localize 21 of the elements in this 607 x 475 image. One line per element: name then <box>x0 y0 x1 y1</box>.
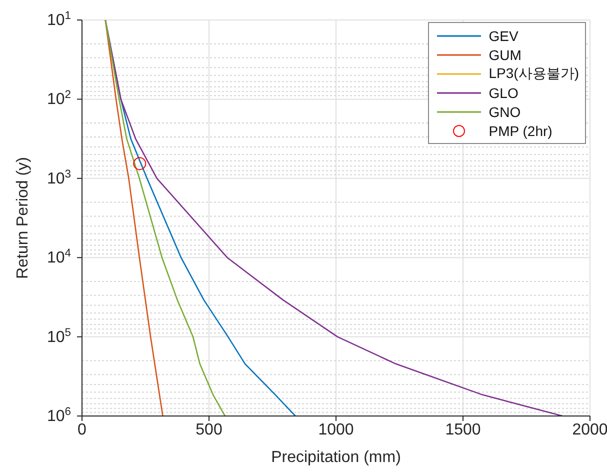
x-tick-label: 1500 <box>445 421 481 438</box>
x-tick-label: 1000 <box>318 421 354 438</box>
legend-label: GEV <box>488 28 518 44</box>
legend-label: GLO <box>488 84 518 100</box>
y-tick-label: 10$^{1}$ <box>46 10 71 29</box>
line-series <box>104 20 164 416</box>
y-tick-label: 10$^{2}$ <box>46 89 71 108</box>
y-tick-label: 10$^{5}$ <box>46 326 71 346</box>
legend-label: LP3(사용불가) <box>488 64 579 82</box>
x-tick-label: 0 <box>78 421 87 438</box>
legend-label: GNO <box>488 104 521 120</box>
y-tick-label: 10$^{6}$ <box>46 406 71 425</box>
legend-label: PMP (2hr) <box>488 122 552 138</box>
x-tick-label: 500 <box>196 421 222 438</box>
y-axis-title: Return Period (y) <box>14 157 32 279</box>
line-series <box>104 20 226 416</box>
x-tick-label: 2000 <box>572 421 607 438</box>
x-axis-title: Precipitation (mm) <box>271 449 401 466</box>
y-tick-label: 10$^{3}$ <box>46 168 71 188</box>
y-tick-label: 10$^{4}$ <box>46 248 71 267</box>
legend-label: GUM <box>488 46 522 62</box>
